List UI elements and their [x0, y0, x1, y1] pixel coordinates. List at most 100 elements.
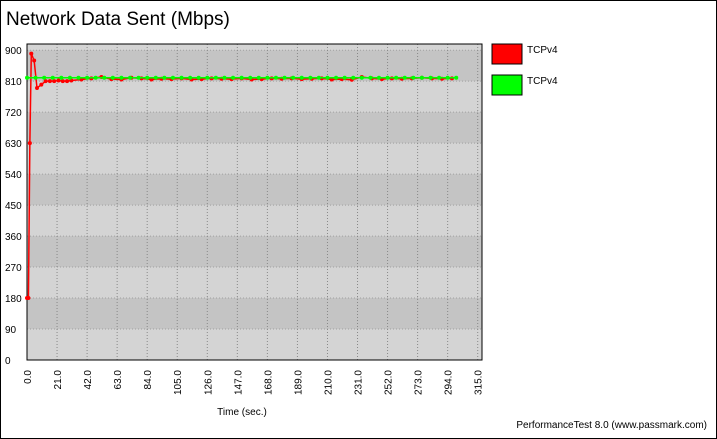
point	[437, 75, 442, 80]
point	[316, 75, 321, 80]
y-tick-label: 450	[5, 201, 22, 212]
point	[325, 75, 330, 80]
point	[93, 75, 98, 80]
x-tick-label: 315.0	[474, 370, 485, 395]
point	[454, 75, 459, 80]
point	[213, 75, 218, 80]
x-tick-label: 168.0	[263, 370, 274, 395]
point	[248, 75, 253, 80]
legend-label: TCPv4	[527, 76, 558, 87]
point	[119, 75, 124, 80]
point	[179, 75, 184, 80]
point	[265, 75, 270, 80]
x-tick-label: 210.0	[323, 370, 334, 395]
point	[76, 75, 81, 80]
point	[102, 75, 107, 80]
band	[27, 236, 482, 268]
point	[145, 75, 150, 80]
y-tick-label: 630	[5, 139, 22, 150]
point	[153, 75, 158, 80]
point	[170, 75, 175, 80]
point	[29, 51, 34, 56]
point	[56, 78, 61, 83]
x-tick-label: 84.0	[143, 370, 154, 390]
x-tick-label: 0.0	[23, 370, 34, 384]
point	[239, 75, 244, 80]
point	[334, 75, 339, 80]
point	[394, 75, 399, 80]
point	[26, 296, 31, 301]
point	[42, 75, 47, 80]
point	[67, 75, 72, 80]
point	[402, 75, 407, 80]
y-tick-label: 360	[5, 232, 22, 243]
point	[428, 75, 433, 80]
x-tick-label: 147.0	[233, 370, 244, 395]
point	[60, 79, 65, 84]
point	[32, 58, 37, 63]
y-tick-label: 810	[5, 77, 22, 88]
point	[25, 75, 29, 80]
y-tick-label: 0	[5, 356, 11, 367]
point	[196, 75, 201, 80]
point	[205, 75, 210, 80]
point	[65, 79, 70, 84]
point	[50, 75, 55, 80]
x-tick-label: 273.0	[414, 370, 425, 395]
y-tick-label: 720	[5, 108, 22, 119]
y-tick-label: 540	[5, 170, 22, 181]
point	[411, 75, 416, 80]
point	[188, 75, 193, 80]
point	[52, 79, 57, 84]
point	[419, 75, 424, 80]
y-tick-label: 270	[5, 263, 22, 274]
y-tick-label: 180	[5, 294, 22, 305]
band	[27, 298, 482, 330]
x-tick-label: 252.0	[384, 370, 395, 395]
point	[282, 75, 287, 80]
point	[256, 75, 261, 80]
legend-label: TCPv4	[527, 45, 558, 56]
plot-border	[26, 43, 483, 361]
point	[136, 75, 141, 80]
footer: PerformanceTest 8.0 (www.passmark.com)	[516, 420, 707, 431]
point	[273, 75, 278, 80]
x-tick-label: 105.0	[173, 370, 184, 395]
point	[110, 75, 115, 80]
point	[27, 141, 32, 146]
point	[351, 75, 356, 80]
point	[39, 82, 44, 87]
legend-swatch	[491, 43, 523, 65]
x-tick-label: 126.0	[203, 370, 214, 395]
x-axis-label: Time (sec.)	[217, 407, 267, 418]
point	[85, 75, 90, 80]
x-tick-label: 42.0	[83, 370, 94, 390]
point	[385, 75, 390, 80]
point	[359, 75, 364, 80]
point	[33, 75, 38, 80]
legend-swatch	[491, 74, 523, 96]
x-tick-label: 189.0	[293, 370, 304, 395]
x-tick-label: 63.0	[113, 370, 124, 390]
point	[162, 75, 167, 80]
chart-title: Network Data Sent (Mbps)	[6, 9, 230, 30]
point	[47, 79, 52, 84]
point	[35, 86, 40, 91]
point	[342, 75, 347, 80]
point	[308, 75, 313, 80]
band	[27, 174, 482, 206]
point	[43, 79, 48, 84]
point	[291, 75, 296, 80]
point	[222, 75, 227, 80]
point	[231, 75, 236, 80]
x-tick-label: 231.0	[354, 370, 365, 395]
point	[445, 75, 450, 80]
point	[299, 75, 304, 80]
point	[128, 75, 133, 80]
y-tick-label: 90	[5, 325, 17, 336]
y-tick-label: 900	[5, 46, 22, 57]
point	[368, 75, 373, 80]
point	[59, 75, 64, 80]
band	[27, 112, 482, 144]
